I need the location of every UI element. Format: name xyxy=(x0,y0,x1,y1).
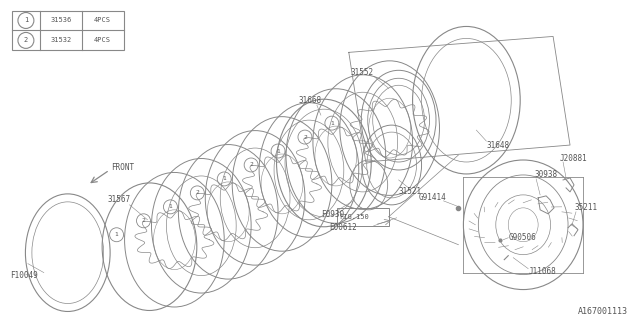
Text: 1: 1 xyxy=(24,18,28,23)
Text: 2: 2 xyxy=(195,190,199,196)
Text: 2: 2 xyxy=(24,37,28,44)
Text: 31532: 31532 xyxy=(50,37,72,44)
Text: 1: 1 xyxy=(330,121,333,126)
Text: 1: 1 xyxy=(222,176,226,181)
Text: 31521: 31521 xyxy=(399,188,422,196)
Text: 30938: 30938 xyxy=(534,171,557,180)
Text: F0930: F0930 xyxy=(321,210,344,219)
Text: J20881: J20881 xyxy=(560,154,588,163)
Text: FRONT: FRONT xyxy=(111,164,135,172)
Text: 1: 1 xyxy=(276,148,280,154)
Text: E00612: E00612 xyxy=(329,223,356,232)
Text: 31648: 31648 xyxy=(486,140,509,149)
Text: G91414: G91414 xyxy=(419,193,446,202)
Text: 31552: 31552 xyxy=(351,68,374,77)
Text: 31668: 31668 xyxy=(299,96,322,105)
Text: 31536: 31536 xyxy=(50,18,72,23)
Bar xyxy=(337,208,388,226)
Text: 1: 1 xyxy=(168,204,172,209)
Text: 31567: 31567 xyxy=(108,196,131,204)
Text: F10049: F10049 xyxy=(10,271,38,280)
Text: G90506: G90506 xyxy=(508,233,536,242)
Text: 1: 1 xyxy=(115,232,118,237)
Text: 2: 2 xyxy=(141,218,145,223)
Text: 4PCS: 4PCS xyxy=(94,18,111,23)
Text: 4PCS: 4PCS xyxy=(94,37,111,44)
Text: 35211: 35211 xyxy=(574,203,597,212)
Text: J11068: J11068 xyxy=(528,267,556,276)
Text: 2: 2 xyxy=(303,135,307,140)
Text: FIG.150: FIG.150 xyxy=(339,214,369,220)
Text: A167001113: A167001113 xyxy=(578,307,628,316)
Text: 2: 2 xyxy=(249,163,253,167)
Bar xyxy=(12,11,124,50)
